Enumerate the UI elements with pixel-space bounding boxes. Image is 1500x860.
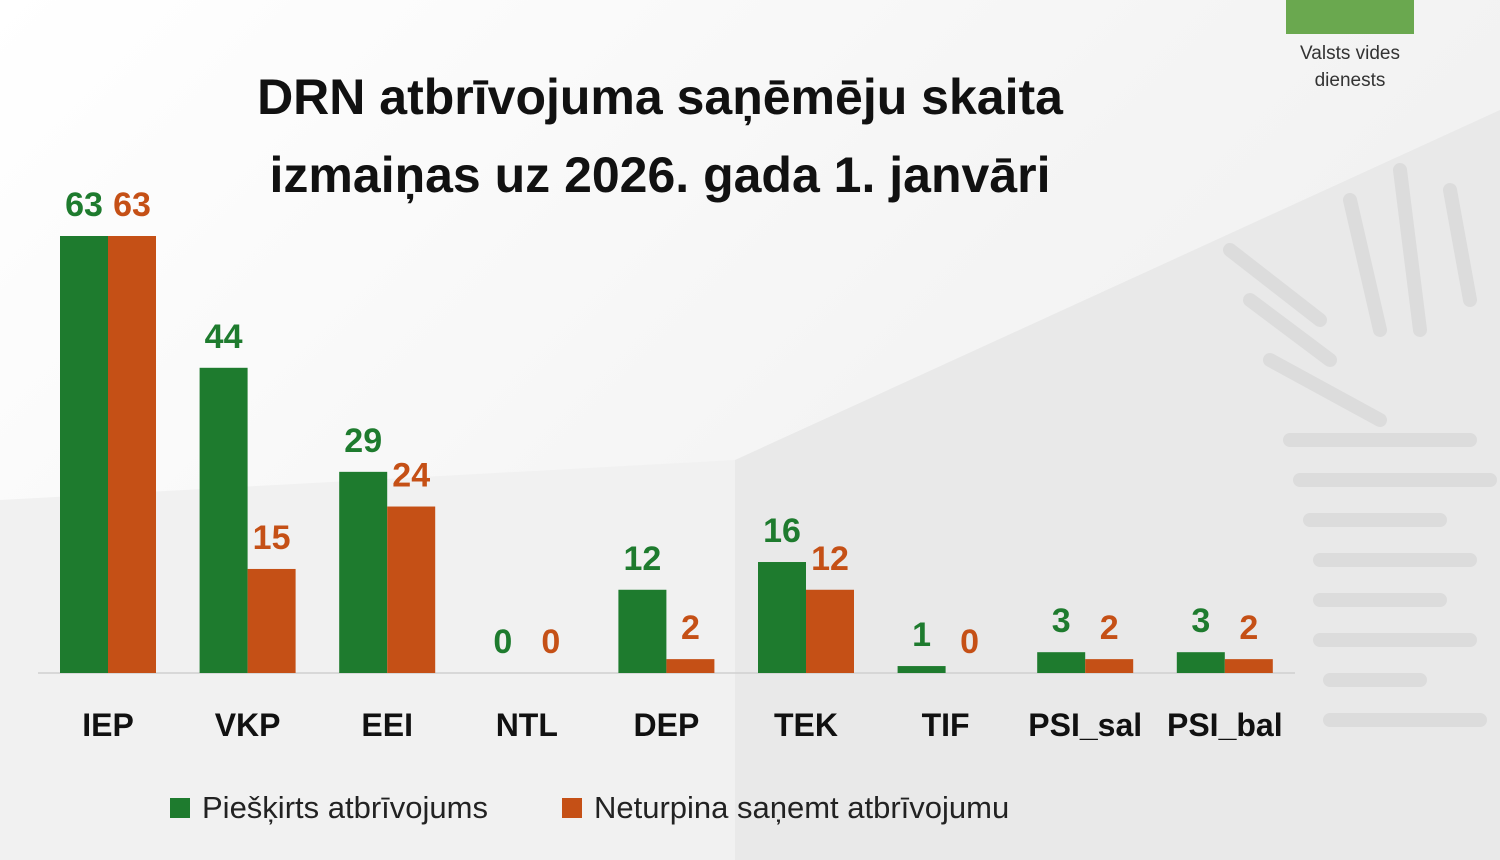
x-tick-label-iep: IEP bbox=[82, 707, 134, 743]
legend-swatch-granted bbox=[170, 798, 190, 818]
bar-tek-series-2 bbox=[806, 589, 854, 673]
data-label-dep-series-2: 2 bbox=[681, 609, 700, 647]
data-label-dep-series-1: 12 bbox=[623, 540, 661, 578]
data-label-tek-series-2: 12 bbox=[811, 540, 849, 578]
bar-eei-series-2 bbox=[387, 506, 436, 673]
data-label-tek-series-1: 16 bbox=[763, 512, 801, 550]
data-label-iep-series-1: 63 bbox=[65, 186, 103, 224]
x-tick-label-tif: TIF bbox=[922, 707, 970, 743]
data-label-ntl-series-1: 0 bbox=[493, 623, 512, 661]
bar-eei-series-1 bbox=[339, 471, 388, 673]
bar-vkp-series-1 bbox=[199, 367, 248, 673]
bar-dep-series-1 bbox=[618, 589, 667, 673]
bar-psi_sal-series-2 bbox=[1085, 659, 1134, 673]
data-label-vkp-series-1: 44 bbox=[205, 318, 243, 356]
x-tick-label-psi_sal: PSI_sal bbox=[1028, 707, 1142, 743]
bar-vkp-series-2 bbox=[247, 568, 296, 673]
data-label-psi_sal-series-1: 3 bbox=[1052, 602, 1071, 640]
bar-psi_bal-series-2 bbox=[1224, 659, 1273, 673]
bar-psi_bal-series-1 bbox=[1176, 652, 1225, 673]
chart-title: DRN atbrīvojuma saņēmēju skaita izmaiņas… bbox=[257, 69, 1063, 203]
data-label-psi_sal-series-2: 2 bbox=[1100, 609, 1119, 647]
data-label-vkp-series-2: 15 bbox=[253, 519, 291, 557]
x-tick-label-tek: TEK bbox=[774, 707, 838, 743]
bar-iep-series-2 bbox=[108, 236, 156, 673]
data-label-iep-series-2: 63 bbox=[113, 186, 151, 224]
bar-tif-series-1 bbox=[897, 666, 946, 673]
x-tick-label-vkp: VKP bbox=[215, 707, 281, 743]
legend-item-granted: Piešķirts atbrīvojums bbox=[170, 790, 488, 826]
chart-legend: Piešķirts atbrīvojums Neturpina saņemt a… bbox=[170, 786, 1009, 830]
bar-tek-series-1 bbox=[758, 562, 806, 673]
data-label-eei-series-1: 29 bbox=[344, 422, 382, 460]
bar-psi_sal-series-1 bbox=[1037, 652, 1086, 673]
bar-iep-series-1 bbox=[60, 236, 108, 673]
data-label-psi_bal-series-1: 3 bbox=[1191, 602, 1210, 640]
data-label-ntl-series-2: 0 bbox=[541, 623, 560, 661]
legend-swatch-discontinued bbox=[561, 798, 582, 818]
org-logo-block bbox=[1286, 0, 1414, 34]
data-label-tif-series-1: 1 bbox=[912, 616, 931, 654]
x-tick-label-eei: EEI bbox=[361, 707, 413, 743]
bar-dep-series-2 bbox=[666, 659, 715, 673]
legend-label-discontinued: Neturpina saņemt atbrīvojumu bbox=[593, 790, 1010, 825]
x-tick-label-psi_bal: PSI_bal bbox=[1167, 707, 1283, 743]
data-label-eei-series-2: 24 bbox=[392, 457, 430, 495]
x-tick-label-dep: DEP bbox=[634, 707, 700, 743]
x-tick-label-ntl: NTL bbox=[496, 707, 558, 743]
legend-label-granted: Piešķirts atbrīvojums bbox=[202, 790, 488, 825]
data-label-tif-series-2: 0 bbox=[960, 623, 979, 661]
org-logo-text: Valsts vides dienests bbox=[1300, 43, 1400, 91]
legend-item-discontinued: Neturpina saņemt atbrīvojumu bbox=[561, 790, 1010, 826]
data-label-psi_bal-series-2: 2 bbox=[1239, 609, 1258, 647]
